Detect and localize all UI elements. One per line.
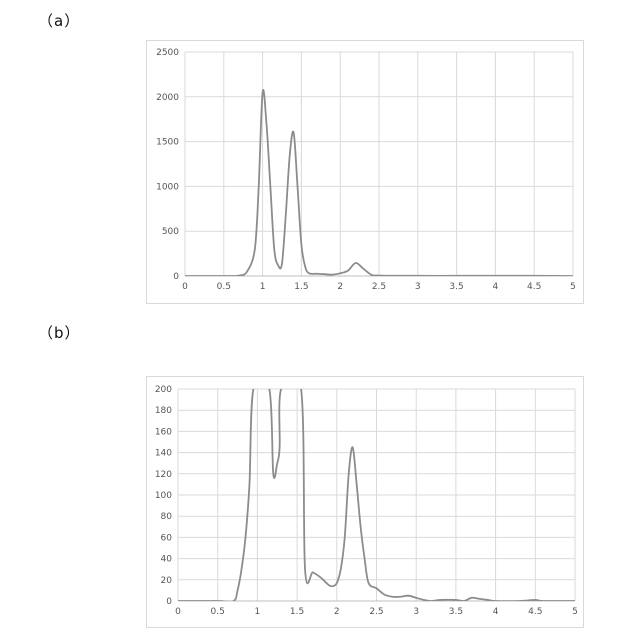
x-tick-label: 3.5 <box>449 607 463 617</box>
panel-label-b: （b） <box>38 322 81 343</box>
x-tick-label: 5 <box>570 282 576 292</box>
x-tick-label: 2 <box>334 607 340 617</box>
y-tick-label: 500 <box>162 227 179 237</box>
x-tick-label: 3 <box>413 607 419 617</box>
y-tick-label: 20 <box>161 576 173 586</box>
panel-label-a: （a） <box>38 10 80 31</box>
y-tick-label: 120 <box>155 470 172 480</box>
y-tick-label: 2500 <box>156 48 179 58</box>
x-tick-label: 0 <box>175 607 181 617</box>
x-tick-label: 4 <box>493 282 499 292</box>
y-tick-label: 100 <box>155 491 172 501</box>
y-tick-label: 80 <box>161 512 173 522</box>
x-tick-label: 2 <box>337 282 343 292</box>
y-tick-label: 180 <box>155 406 172 416</box>
chart-b: 0 0.5 1 1.5 2 2.5 3 3.5 4 4.5 5 0 20 40 60 80 100 120 140 1… <box>146 376 584 628</box>
chart-a: 0 0.5 1 1.5 2 2.5 3 3.5 4 4.5 5 0 500 1000 1500 2000 250… <box>146 40 584 304</box>
x-tick-label: 3 <box>415 282 421 292</box>
y-tick-label: 60 <box>161 533 173 543</box>
x-tick-label: 4.5 <box>528 607 542 617</box>
x-tick-label: 1 <box>260 282 266 292</box>
x-tick-label: 4.5 <box>527 282 541 292</box>
x-tick-label: 0.5 <box>211 607 225 617</box>
y-tick-label: 1500 <box>156 138 179 148</box>
y-tick-label: 2000 <box>156 93 179 103</box>
x-tick-label: 0 <box>182 282 188 292</box>
y-tick-label: 200 <box>155 385 172 395</box>
x-tick-label: 1.5 <box>294 282 308 292</box>
x-tick-label: 3.5 <box>449 282 463 292</box>
x-tick-label: 1.5 <box>290 607 304 617</box>
x-tick-label: 2.5 <box>372 282 386 292</box>
x-tick-label: 4 <box>493 607 499 617</box>
y-tick-label: 140 <box>155 449 172 459</box>
y-tick-label: 1000 <box>156 182 179 192</box>
y-tick-label: 0 <box>166 597 172 607</box>
y-tick-label: 40 <box>161 555 173 565</box>
x-tick-label: 0.5 <box>217 282 231 292</box>
chart-a-svg: 0 0.5 1 1.5 2 2.5 3 3.5 4 4.5 5 0 500 1000 1500 2000 250… <box>147 41 583 303</box>
x-tick-label: 5 <box>572 607 578 617</box>
x-tick-label: 2.5 <box>369 607 383 617</box>
y-tick-label: 0 <box>173 272 179 282</box>
x-tick-label: 1 <box>255 607 261 617</box>
y-tick-label: 160 <box>155 427 172 437</box>
chart-b-svg: 0 0.5 1 1.5 2 2.5 3 3.5 4 4.5 5 0 20 40 60 80 100 120 140 1… <box>147 377 583 627</box>
